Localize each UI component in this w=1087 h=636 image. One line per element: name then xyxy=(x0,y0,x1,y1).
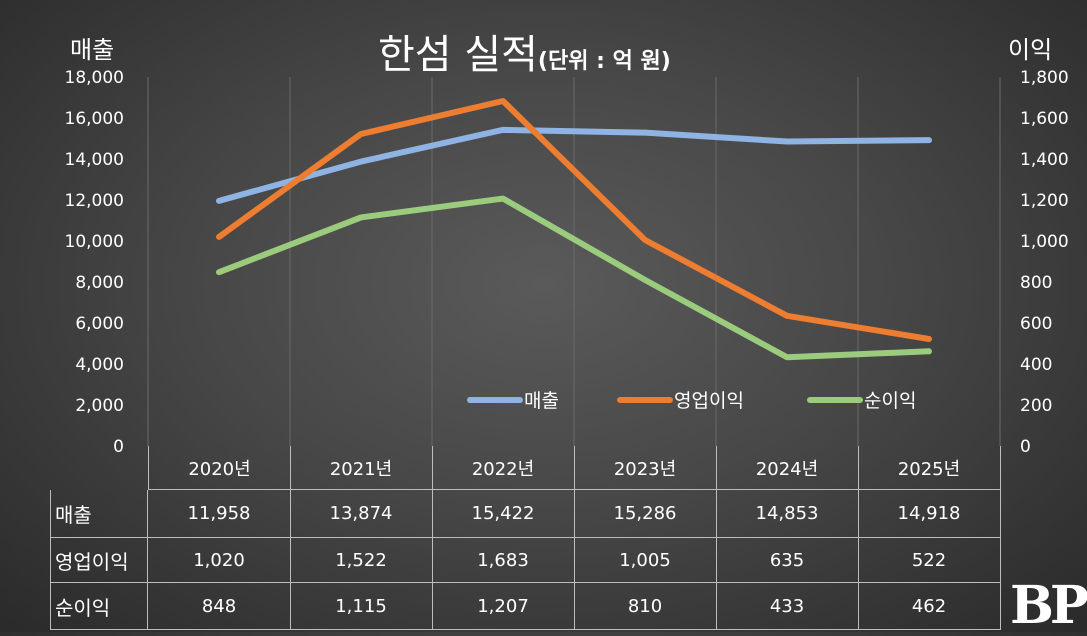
column-header-2021년: 2021년 xyxy=(290,446,433,490)
table-cell: 848 xyxy=(148,583,291,630)
table-cell: 1,683 xyxy=(432,538,575,583)
y-tick-label-left: 6,000 xyxy=(75,314,124,334)
table-cell: 635 xyxy=(716,538,859,583)
column-header-2020년: 2020년 xyxy=(148,446,291,490)
y-tick-label-left: 16,000 xyxy=(65,109,124,129)
y-tick-label-left: 8,000 xyxy=(75,273,124,293)
row-header-영업이익: 영업이익 xyxy=(50,538,148,583)
column-header-2022년: 2022년 xyxy=(432,446,575,490)
row-header-매출: 매출 xyxy=(50,490,148,538)
column-header-2023년: 2023년 xyxy=(574,446,717,490)
table-cell: 433 xyxy=(716,583,859,630)
table-cell: 1,207 xyxy=(432,583,575,630)
row-header-순이익: 순이익 xyxy=(50,583,148,630)
y-tick-label-left: 2,000 xyxy=(75,396,124,416)
column-header-2024년: 2024년 xyxy=(716,446,859,490)
table-cell: 13,874 xyxy=(290,490,433,538)
table-cell: 462 xyxy=(858,583,1001,630)
table-cell: 1,522 xyxy=(290,538,433,583)
table-cell: 1,005 xyxy=(574,538,717,583)
y-tick-label-left: 10,000 xyxy=(65,232,124,252)
legend-label: 매출 xyxy=(524,390,559,412)
table-cell: 810 xyxy=(574,583,717,630)
y-tick-label-left: 14,000 xyxy=(65,150,124,170)
y-tick-label-left: 18,000 xyxy=(65,68,124,88)
y-tick-label-right: 1,400 xyxy=(1020,150,1069,170)
table-cell: 1,115 xyxy=(290,583,433,630)
legend-label: 순이익 xyxy=(864,390,916,412)
y-tick-label-right: 0 xyxy=(1020,437,1031,457)
y-tick-label-right: 1,800 xyxy=(1020,68,1069,88)
table-cell: 14,853 xyxy=(716,490,859,538)
bp-logo: BP xyxy=(1010,575,1085,636)
y-tick-label-right: 1,600 xyxy=(1020,109,1069,129)
y-tick-label-left: 4,000 xyxy=(75,355,124,375)
column-header-2025년: 2025년 xyxy=(858,446,1001,490)
table-cell: 1,020 xyxy=(148,538,291,583)
y-tick-label-right: 800 xyxy=(1020,273,1052,293)
y-tick-label-left: 0 xyxy=(113,437,124,457)
legend-label: 영업이익 xyxy=(674,390,744,412)
table-cell: 15,286 xyxy=(574,490,717,538)
table-cell: 522 xyxy=(858,538,1001,583)
y-tick-label-right: 200 xyxy=(1020,396,1052,416)
y-tick-label-left: 12,000 xyxy=(65,191,124,211)
table-cell: 15,422 xyxy=(432,490,575,538)
y-tick-label-right: 1,000 xyxy=(1020,232,1069,252)
y-tick-label-right: 400 xyxy=(1020,355,1052,375)
table-cell: 11,958 xyxy=(148,490,291,538)
table-cell: 14,918 xyxy=(858,490,1001,538)
y-tick-label-right: 600 xyxy=(1020,314,1052,334)
y-tick-label-right: 1,200 xyxy=(1020,191,1069,211)
